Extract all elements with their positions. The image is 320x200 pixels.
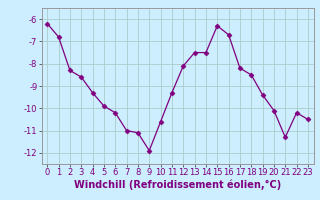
X-axis label: Windchill (Refroidissement éolien,°C): Windchill (Refroidissement éolien,°C) [74, 180, 281, 190]
